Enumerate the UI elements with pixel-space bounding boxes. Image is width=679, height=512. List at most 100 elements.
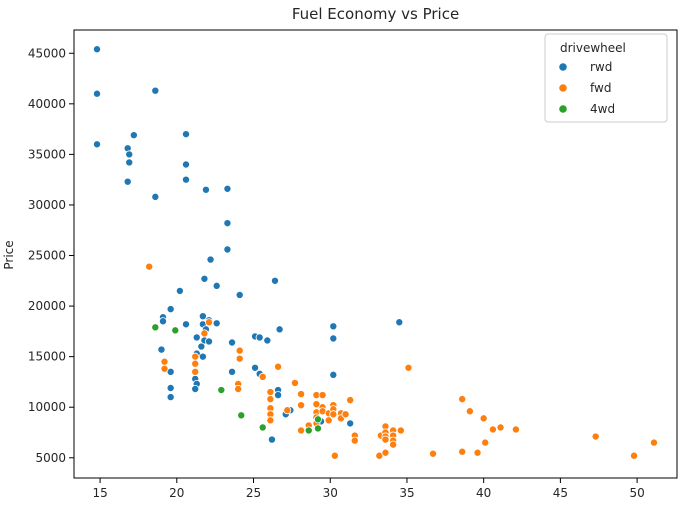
data-point-rwd [228,367,237,376]
axes: 15 20 25 30 35 40 45 50 5000 10000 15000 20000 25000… [28,46,645,500]
data-point-rwd [166,305,175,314]
data-point-fwd [346,396,355,405]
data-point-fwd [429,449,438,458]
data-point-rwd [191,385,200,394]
data-point-fwd [389,440,398,449]
data-point-rwd [192,333,201,342]
data-point-rwd [223,245,232,254]
data-point-fwd [283,406,292,415]
x-tick-label: 35 [399,486,414,500]
data-point-rwd [329,322,338,331]
data-point-fwd [297,426,306,435]
data-point-rwd [228,338,237,347]
data-point-fwd [381,448,390,457]
data-point-rwd [93,140,102,149]
data-points [93,45,658,460]
y-tick-label: 35000 [28,147,66,161]
data-point-rwd [200,274,209,283]
data-point-rwd [274,391,283,400]
y-tick-label: 45000 [28,46,66,60]
data-point-fwd [396,426,405,435]
data-point-fwd [458,447,467,456]
data-point-fwd [381,435,390,444]
data-point-rwd [223,219,232,228]
x-tick-label: 30 [323,486,338,500]
data-point-fwd [591,432,600,441]
data-point-fwd [496,423,505,432]
data-point-rwd [93,89,102,98]
data-point-fwd [329,410,338,419]
data-point-fwd [160,357,169,366]
data-point-fwd [324,416,333,425]
data-point-fwd [330,451,339,460]
legend-label-rwd: rwd [590,60,612,74]
data-point-rwd [182,320,191,329]
data-point-4wd [151,323,160,332]
data-point-fwd [404,363,413,372]
data-point-rwd [151,192,160,201]
data-point-rwd [201,185,210,194]
legend: drivewheel rwd fwd 4wd [544,33,668,123]
data-point-rwd [175,286,184,295]
legend-label-4wd: 4wd [590,102,615,116]
data-point-fwd [191,352,200,361]
data-point-4wd [171,326,180,335]
legend-marker-fwd [558,83,568,93]
x-tick-label: 20 [169,486,184,500]
y-tick-label: 30000 [28,198,66,212]
data-point-rwd [235,290,244,299]
data-point-fwd [274,362,283,371]
data-point-rwd [255,333,264,342]
data-point-fwd [318,391,327,400]
legend-marker-rwd [558,62,568,72]
data-point-fwd [200,329,209,338]
y-tick-label: 20000 [28,299,66,313]
data-point-rwd [182,160,191,169]
data-point-fwd [191,367,200,376]
data-point-4wd [217,386,226,395]
legend-label-fwd: fwd [590,81,611,95]
data-point-rwd [267,435,276,444]
data-point-fwd [465,407,474,416]
data-point-rwd [206,255,215,264]
data-point-rwd [182,175,191,184]
data-point-rwd [275,325,284,334]
data-point-rwd [223,184,232,193]
data-point-rwd [125,150,134,159]
data-point-rwd [198,352,207,361]
data-point-fwd [488,425,497,434]
data-point-fwd [473,448,482,457]
x-tick-label: 45 [553,486,568,500]
data-point-4wd [304,426,313,435]
data-point-rwd [329,334,338,343]
data-point-rwd [197,342,206,351]
data-point-rwd [329,370,338,379]
data-point-rwd [157,345,166,354]
data-point-rwd [263,336,272,345]
data-point-fwd [341,410,350,419]
data-point-rwd [166,383,175,392]
data-point-rwd [212,281,221,290]
data-point-fwd [649,438,658,447]
x-tick-label: 15 [92,486,107,500]
data-point-rwd [125,158,134,167]
data-point-fwd [205,318,214,327]
y-tick-label: 15000 [28,350,66,364]
y-tick-label: 10000 [28,400,66,414]
legend-box [544,33,668,123]
data-point-4wd [258,423,267,432]
data-point-rwd [123,177,132,186]
data-point-fwd [235,346,244,355]
data-point-4wd [313,415,322,424]
data-point-fwd [258,372,267,381]
data-point-fwd [511,425,520,434]
chart-title: Fuel Economy vs Price [292,5,459,23]
data-point-fwd [630,451,639,460]
data-point-4wd [313,424,322,433]
data-point-rwd [151,86,160,95]
data-point-fwd [481,438,490,447]
y-tick-label: 25000 [28,249,66,263]
data-point-rwd [395,318,404,327]
